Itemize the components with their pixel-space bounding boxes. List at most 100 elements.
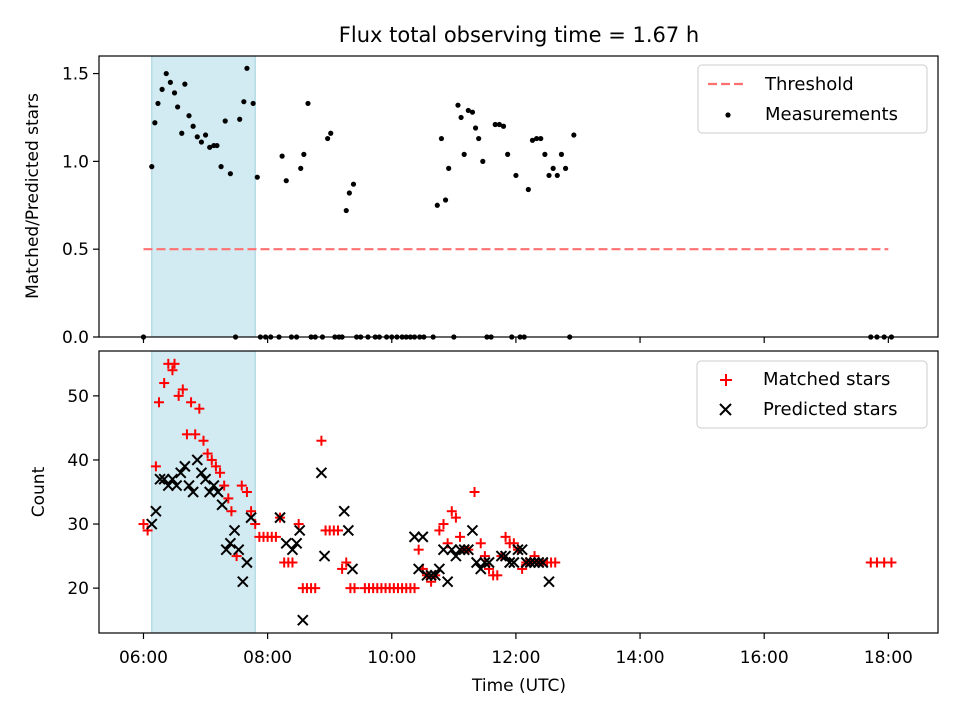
matched-star-point: [337, 563, 348, 574]
x-axis-label: Time (UTC): [471, 676, 566, 696]
predicted-star-point: [187, 486, 199, 498]
measurement-point: [214, 142, 220, 149]
measurement-point: [534, 135, 540, 142]
measurement-point: [346, 190, 352, 196]
predicted-star-point: [175, 467, 187, 479]
predicted-star-point: [293, 524, 306, 537]
predicted-star-point: [441, 576, 454, 588]
measurement-point: [538, 135, 544, 142]
matched-star-point: [194, 403, 205, 414]
matched-star-point: [332, 525, 343, 536]
predicted-star-point: [475, 563, 487, 575]
predicted-star-point: [470, 556, 483, 569]
matched-star-point: [446, 506, 457, 517]
matched-star-point: [215, 467, 226, 478]
legend-measurements-label: Measurements: [765, 104, 898, 125]
measurement-point: [325, 135, 331, 142]
predicted-star-point: [224, 537, 237, 549]
x-tick-label: 08:00: [243, 648, 292, 668]
measurement-point: [529, 137, 536, 143]
matched-star-point: [438, 519, 449, 530]
measurement-point: [480, 158, 486, 164]
measurement-point: [438, 135, 445, 142]
predicted-star-point: [429, 569, 441, 582]
matched-star-point: [210, 461, 221, 472]
predicted-star-point: [512, 543, 524, 556]
predicted-star-point: [146, 518, 158, 530]
predicted-star-point: [417, 531, 429, 543]
measurement-point: [194, 134, 200, 140]
predicted-star-point: [183, 479, 195, 492]
measurement-point: [458, 114, 464, 121]
measurement-point: [207, 144, 213, 150]
measurement-point: [465, 107, 471, 114]
predicted-star-point: [433, 563, 446, 575]
measurement-point: [500, 123, 507, 129]
predicted-star-point: [450, 550, 462, 562]
measurement-point: [550, 165, 556, 171]
measurement-point: [476, 135, 482, 142]
measurement-point: [546, 172, 552, 179]
matched-star-point: [236, 480, 247, 491]
top-y-axis: 0.0 0.5 1.0 1.5: [62, 65, 99, 348]
predicted-star-point: [543, 576, 555, 588]
predicted-star-point: [315, 467, 328, 479]
predicted-star-point: [245, 511, 257, 524]
predicted-star-point: [346, 563, 359, 575]
predicted-star-point: [338, 505, 350, 517]
predicted-star-point: [499, 550, 512, 562]
predicted-star-point: [520, 556, 532, 569]
measurement-point: [283, 178, 289, 184]
measurement-point: [525, 186, 531, 193]
bottom-y-axis: 20 30 40 50: [67, 387, 99, 599]
measurement-point: [159, 86, 165, 92]
predicted-star-point: [154, 473, 166, 485]
matched-star-point: [246, 506, 257, 517]
top-y-tick-label: 0.0: [62, 328, 89, 348]
predicted-star-point: [216, 499, 228, 511]
predicted-star-point: [412, 563, 425, 575]
bottom-x-axis: 06:00 08:00 10:00 12:00 14:00 16:00 18:00: [119, 633, 913, 668]
matched-star-point: [475, 538, 486, 549]
predicted-star-point: [508, 556, 520, 569]
matched-star-point: [550, 557, 561, 568]
matched-star-point: [469, 487, 480, 497]
measurement-point: [182, 81, 188, 87]
measurement-point: [305, 100, 311, 107]
measurement-point: [562, 165, 569, 171]
measurement-point: [461, 151, 467, 157]
measurement-point: [254, 174, 260, 180]
matched-star-point: [226, 506, 237, 517]
matched-star-point: [223, 493, 234, 504]
measurement-point: [469, 109, 476, 115]
bottom-y-tick-label: 20: [67, 579, 89, 599]
measurement-point: [179, 130, 185, 136]
predicted-star-point: [532, 556, 545, 569]
measurement-point: [222, 118, 228, 124]
predicted-star-point: [241, 556, 253, 569]
matched-star-point: [492, 570, 503, 581]
measurement-point: [186, 113, 192, 119]
predicted-star-point: [228, 524, 241, 537]
bottom-axes-frame: [98, 350, 939, 634]
measurement-point: [513, 172, 519, 179]
matched-star-point: [159, 378, 170, 389]
predicted-star-point: [195, 467, 208, 479]
predicted-star-point: [212, 486, 224, 498]
measurement-point: [558, 151, 565, 157]
predicted-star-point: [162, 479, 175, 492]
legend-matched-swatch: [720, 374, 732, 386]
predicted-star-point: [170, 479, 183, 492]
measurement-point: [492, 121, 498, 128]
measurement-point: [434, 202, 440, 208]
chart-title: Flux total observing time = 1.67 h: [339, 23, 699, 47]
matched-star-point: [434, 525, 445, 536]
predicted-star-point: [437, 543, 450, 556]
measurement-point: [343, 207, 349, 214]
measurement-point: [279, 153, 285, 159]
predicted-star-point: [166, 473, 179, 485]
measurement-point: [496, 121, 502, 128]
measurement-point: [227, 171, 233, 177]
matched-star-point: [198, 435, 209, 446]
